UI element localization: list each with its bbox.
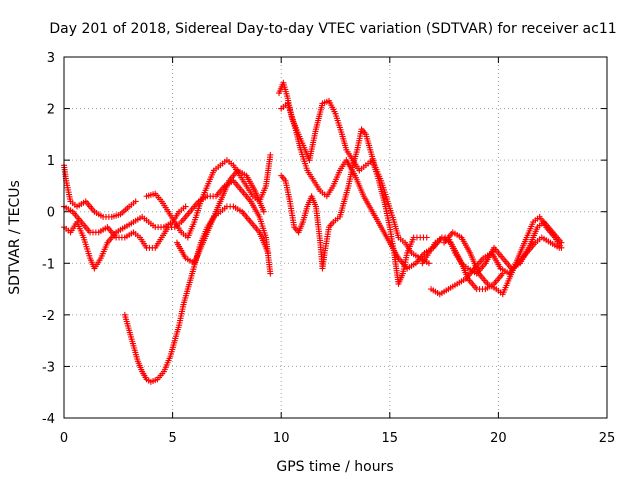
x-axis-label: GPS time / hours (276, 459, 393, 475)
series-arc-10 (419, 219, 565, 277)
data-point (558, 244, 565, 251)
data-point (558, 239, 565, 246)
data-point (425, 260, 432, 267)
y-tick-label: -3 (42, 360, 55, 375)
plot-frame (63, 56, 608, 419)
y-tick-label: -4 (42, 412, 55, 427)
data-point (267, 270, 274, 277)
x-tick-label: 15 (382, 431, 399, 446)
y-tick-label: -2 (42, 309, 55, 324)
x-tick-label: 0 (60, 431, 68, 446)
series-arc-4 (121, 203, 272, 385)
chart-title: Day 201 of 2018, Sidereal Day-to-day VTE… (49, 21, 616, 37)
series-arc-6 (173, 167, 267, 267)
series-arc-1 (61, 162, 139, 220)
data-point (423, 234, 430, 241)
x-tick-label: 5 (168, 431, 176, 446)
x-tick-label: 25 (599, 431, 616, 446)
y-tick-label: 2 (47, 103, 55, 118)
data-point (265, 249, 272, 256)
series-arc-8 (276, 79, 430, 287)
y-tick-label: 1 (47, 154, 55, 169)
y-tick-label: 3 (47, 51, 55, 66)
data-point (260, 208, 267, 215)
y-tick-label: -1 (42, 257, 55, 272)
x-tick-label: 20 (490, 431, 507, 446)
y-axis-label: SDTVAR / TECUs (7, 180, 23, 295)
x-tick-label: 10 (273, 431, 290, 446)
series-arc-12 (441, 213, 565, 298)
data-point (267, 151, 274, 158)
y-tick-label: 0 (47, 206, 55, 221)
data-point (132, 198, 139, 205)
data-points (61, 79, 565, 385)
data-point (182, 203, 189, 210)
